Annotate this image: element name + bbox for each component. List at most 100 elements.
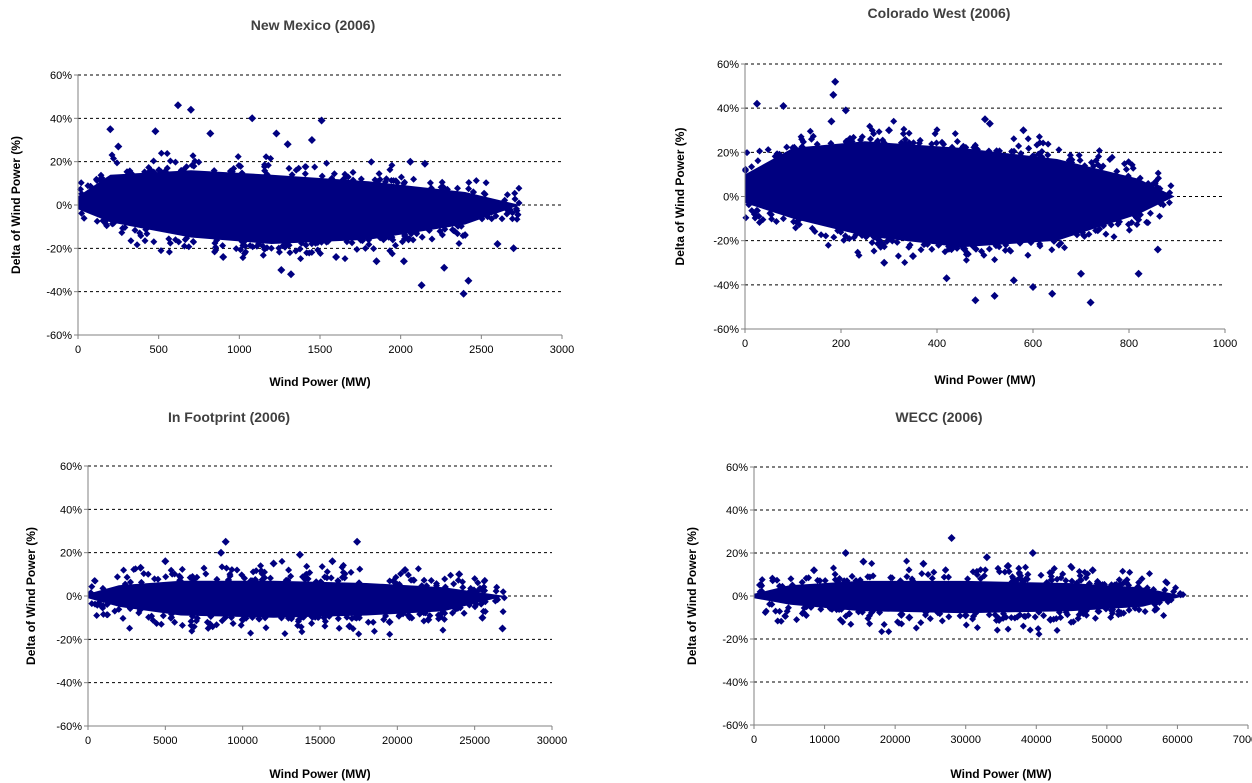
data-cloud bbox=[754, 580, 1185, 614]
y-tick-label: -20% bbox=[713, 236, 739, 248]
y-tick-label: 40% bbox=[60, 504, 82, 516]
x-tick-label: 50000 bbox=[1092, 734, 1123, 746]
data-point bbox=[498, 624, 507, 633]
data-point bbox=[136, 563, 145, 572]
x-tick-label: 5000 bbox=[153, 735, 177, 747]
y-tick-label: 40% bbox=[717, 103, 739, 115]
y-tick-label: 60% bbox=[50, 70, 72, 82]
data-cloud bbox=[745, 141, 1175, 248]
data-point bbox=[982, 553, 991, 562]
data-point bbox=[269, 559, 278, 568]
data-point bbox=[238, 615, 247, 624]
data-point bbox=[478, 613, 487, 622]
data-point bbox=[295, 550, 304, 559]
x-tick-label: 20000 bbox=[880, 734, 911, 746]
y-tick-label: 0% bbox=[732, 591, 748, 603]
data-point bbox=[406, 157, 415, 166]
y-tick-label: -40% bbox=[722, 677, 748, 689]
data-point bbox=[455, 570, 464, 579]
y-tick-label: -60% bbox=[713, 324, 739, 336]
chart-wecc: WECC (2006) -60% -40% -20% 0% 20% 40% 60% 0 10000… bbox=[685, 409, 1252, 781]
data-point bbox=[1046, 615, 1055, 624]
data-point bbox=[919, 559, 928, 568]
data-point bbox=[880, 258, 889, 267]
data-point bbox=[909, 252, 917, 261]
x-tick-label: 25000 bbox=[459, 735, 490, 747]
data-point bbox=[829, 90, 838, 99]
y-tick-label: -20% bbox=[56, 634, 82, 646]
y-axis-label: Delta of Wind Power (%) bbox=[24, 527, 38, 665]
data-point bbox=[885, 126, 893, 135]
data-point bbox=[1028, 549, 1037, 557]
y-tick-label: 20% bbox=[50, 157, 72, 169]
data-point bbox=[831, 77, 840, 86]
y-tick-label: -40% bbox=[56, 678, 82, 690]
data-point bbox=[464, 276, 473, 285]
x-axis-label: Wind Power (MW) bbox=[934, 373, 1035, 387]
x-tick-label: 3000 bbox=[550, 344, 574, 356]
y-tick-label: 60% bbox=[717, 59, 739, 71]
data-point bbox=[509, 244, 518, 253]
x-axis-label: Wind Power (MW) bbox=[269, 767, 370, 781]
data-point bbox=[905, 613, 914, 622]
x-tick-label: 15000 bbox=[305, 735, 336, 747]
data-point bbox=[493, 240, 502, 248]
data-point bbox=[206, 129, 215, 138]
data-point bbox=[385, 618, 394, 626]
scatter-noise bbox=[742, 117, 1175, 266]
data-point bbox=[248, 114, 257, 123]
x-tick-label: 1500 bbox=[308, 344, 332, 356]
chart-new-mexico: New Mexico (2006) -60% -40% -20% 0% 20% 40% 60%… bbox=[9, 17, 574, 389]
data-point bbox=[841, 549, 850, 557]
data-point bbox=[106, 125, 115, 134]
data-point bbox=[1019, 126, 1028, 135]
x-tick-label: 0 bbox=[85, 735, 91, 747]
y-tick-label: 0% bbox=[56, 200, 72, 212]
data-point bbox=[1048, 289, 1057, 298]
x-axis-label: Wind Power (MW) bbox=[950, 767, 1051, 781]
x-tick-label: 800 bbox=[1120, 338, 1138, 350]
y-tick-label: -20% bbox=[46, 243, 72, 255]
data-point bbox=[990, 291, 999, 300]
data-point bbox=[151, 127, 160, 136]
x-tick-label: 1000 bbox=[227, 344, 251, 356]
x-tick-label: 600 bbox=[1024, 338, 1042, 350]
chart-title: WECC (2006) bbox=[895, 409, 982, 425]
data-point bbox=[424, 615, 433, 624]
x-tick-label: 1000 bbox=[1213, 338, 1237, 350]
chart-colorado-west: Colorado West (2006) -60% -40% -20% 0% 20% 40%… bbox=[673, 5, 1237, 387]
data-point bbox=[174, 101, 182, 110]
data-point bbox=[827, 117, 836, 126]
data-point bbox=[810, 566, 818, 575]
chart-title: In Footprint (2006) bbox=[168, 409, 290, 425]
data-point bbox=[161, 557, 170, 566]
data-point bbox=[971, 296, 980, 305]
y-axis-label: Delta of Wind Power (%) bbox=[685, 527, 699, 665]
data-point bbox=[217, 548, 225, 557]
data-point bbox=[985, 119, 994, 128]
y-tick-label: -20% bbox=[722, 634, 748, 646]
y-tick-label: -60% bbox=[56, 721, 82, 733]
scatter-noise bbox=[756, 557, 1187, 638]
data-point bbox=[981, 115, 989, 124]
data-point bbox=[399, 257, 408, 266]
data-point bbox=[1029, 283, 1037, 291]
data-point bbox=[417, 281, 426, 290]
x-tick-label: 500 bbox=[149, 344, 167, 356]
x-tick-label: 200 bbox=[832, 338, 850, 350]
data-point bbox=[317, 116, 326, 125]
data-point bbox=[221, 537, 230, 546]
data-cloud bbox=[78, 170, 521, 244]
data-point bbox=[1004, 561, 1013, 570]
x-tick-label: 0 bbox=[742, 338, 748, 350]
data-point bbox=[1088, 566, 1097, 575]
y-tick-label: 20% bbox=[726, 548, 748, 560]
data-point bbox=[114, 142, 123, 151]
data-point bbox=[947, 534, 956, 542]
data-point bbox=[328, 557, 337, 566]
data-point bbox=[942, 274, 951, 283]
data-point bbox=[1152, 604, 1161, 613]
data-point bbox=[1117, 609, 1125, 618]
y-tick-label: 40% bbox=[726, 505, 748, 517]
data-point bbox=[283, 140, 292, 149]
